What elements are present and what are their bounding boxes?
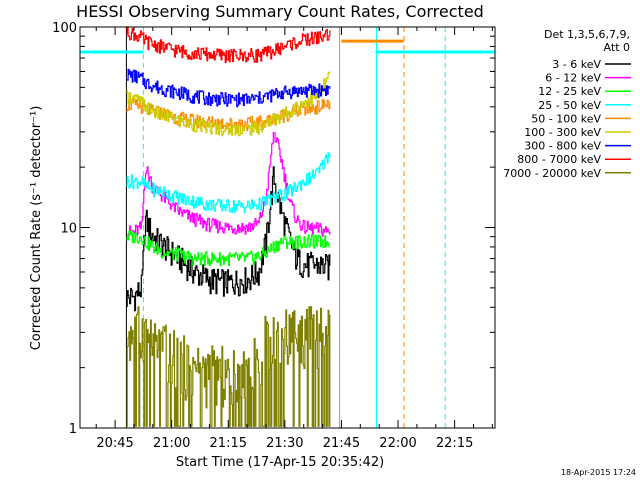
legend-label: 100 - 300 keV bbox=[524, 126, 601, 139]
x-tick-label: 21:45 bbox=[323, 436, 360, 451]
series-line bbox=[126, 166, 331, 312]
series-line bbox=[126, 132, 331, 240]
chart-title: HESSI Observing Summary Count Rates, Cor… bbox=[76, 2, 484, 21]
x-axis-label: Start Time (17-Apr-15 20:35:42) bbox=[176, 455, 384, 470]
y-tick-label: 100 bbox=[52, 21, 77, 36]
x-axis-ticks: 20:45 21:00 21:15 21:30 21:45 22:00 22:15 bbox=[95, 27, 493, 451]
legend-label: 50 - 100 keV bbox=[531, 112, 601, 125]
series-line bbox=[126, 68, 331, 108]
series-line bbox=[126, 152, 331, 214]
x-tick-label: 22:00 bbox=[379, 436, 416, 451]
plot-content bbox=[80, 26, 495, 428]
y-axis-ticks: 1 10 100 bbox=[52, 21, 495, 437]
series-line bbox=[126, 26, 331, 64]
y-tick-label: 10 bbox=[60, 222, 77, 237]
x-tick-label: 21:30 bbox=[266, 436, 303, 451]
legend-label: 800 - 7000 keV bbox=[517, 153, 601, 166]
plot-frame bbox=[79, 26, 496, 429]
legend-label: 3 - 6 keV bbox=[552, 58, 601, 71]
legend-label: 25 - 50 keV bbox=[538, 99, 601, 112]
y-tick-label: 1 bbox=[69, 422, 77, 437]
y-axis-label: Corrected Count Rate (s⁻¹ detector⁻¹) bbox=[29, 106, 44, 351]
timestamp: 18-Apr-2015 17:24 bbox=[561, 468, 636, 477]
legend-header: Att 0 bbox=[604, 41, 630, 54]
legend-label: 300 - 800 keV bbox=[524, 140, 601, 153]
x-tick-label: 21:00 bbox=[153, 436, 190, 451]
series-line bbox=[126, 71, 331, 137]
legend-label: 6 - 12 keV bbox=[545, 72, 601, 85]
series-line bbox=[126, 230, 331, 267]
x-tick-label: 21:15 bbox=[210, 436, 247, 451]
legend-header: Det 1,3,5,6,7,9, bbox=[544, 28, 630, 41]
x-tick-label: 22:15 bbox=[436, 436, 473, 451]
x-tick-label: 20:45 bbox=[96, 436, 133, 451]
legend-label: 12 - 25 keV bbox=[538, 85, 601, 98]
legend-label: 7000 - 20000 keV bbox=[503, 167, 601, 180]
series-line bbox=[126, 306, 331, 427]
